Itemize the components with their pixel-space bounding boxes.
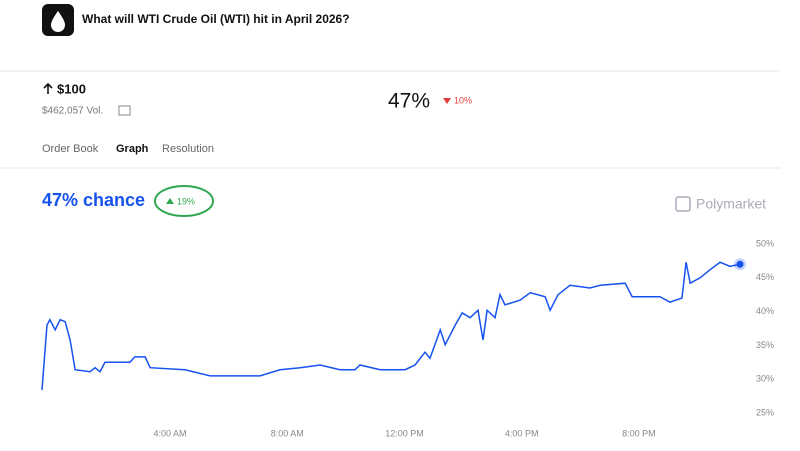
y-tick-label: 45%	[756, 272, 774, 282]
y-tick-label: 30%	[756, 374, 774, 384]
x-tick-label: 4:00 AM	[154, 428, 187, 438]
y-tick-label: 35%	[756, 340, 774, 350]
x-tick-label: 12:00 PM	[385, 428, 424, 438]
volume: $462,057 Vol.	[42, 106, 103, 117]
down-triangle	[443, 98, 451, 104]
outcome-price: 47%	[388, 90, 430, 113]
x-tick-label: 8:00 PM	[622, 428, 656, 438]
tab[interactable]: Order Book	[42, 143, 99, 155]
up-triangle	[166, 198, 174, 204]
y-tick-label: 40%	[756, 306, 774, 316]
up-arrow	[43, 82, 53, 94]
gift-icon	[118, 105, 131, 116]
price-line	[41, 261, 741, 391]
brand: Polymarket	[696, 196, 766, 212]
tab[interactable]: Graph	[116, 143, 149, 155]
tab[interactable]: Resolution	[162, 143, 214, 155]
chance-label: 47% chance	[42, 190, 145, 210]
chance-change: 19%	[177, 196, 195, 206]
highlight-circle	[154, 185, 214, 217]
x-tick-label: 8:00 AM	[271, 428, 304, 438]
price-change: 10%	[454, 95, 472, 105]
drop-icon	[51, 11, 65, 32]
last-point	[736, 260, 744, 268]
market-title: What will WTI Crude Oil (WTI) hit in Apr…	[82, 12, 350, 26]
x-tick-label: 4:00 PM	[505, 428, 539, 438]
y-tick-label: 50%	[756, 238, 774, 248]
brand-logo	[675, 196, 691, 212]
y-tick-label: 25%	[756, 407, 774, 417]
outcome-label: $100	[57, 81, 86, 96]
